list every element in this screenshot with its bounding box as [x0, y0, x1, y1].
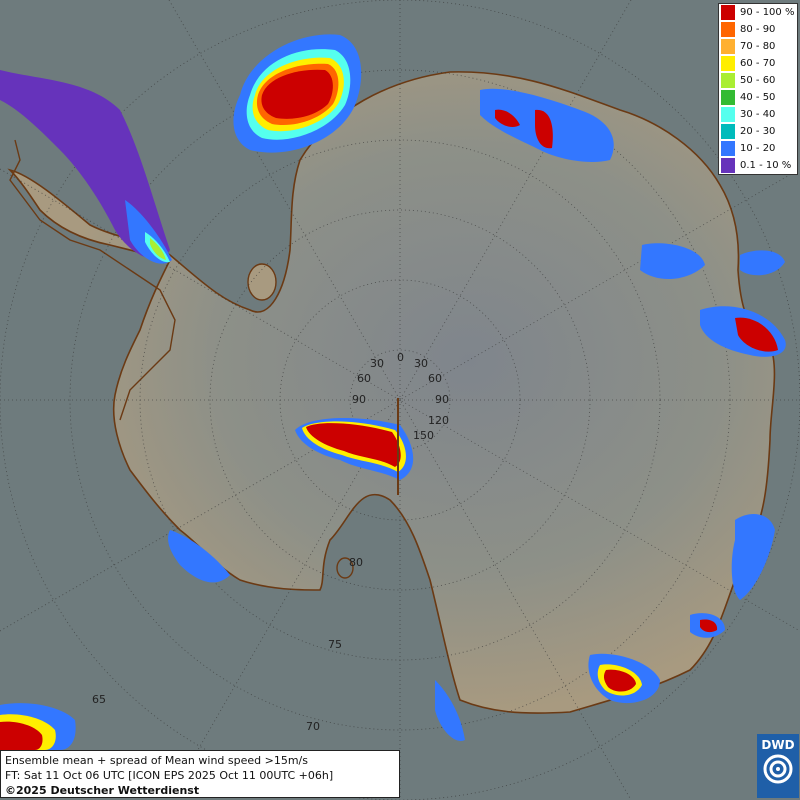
lat-label: 65: [92, 693, 106, 706]
legend-row: 40 - 50: [719, 89, 797, 106]
swirl-icon: [763, 754, 793, 784]
info-box: Ensemble mean + spread of Mean wind spee…: [0, 750, 400, 798]
wind-area: [603, 669, 636, 692]
legend-label: 40 - 50: [740, 92, 776, 103]
legend-label: 60 - 70: [740, 58, 776, 69]
lon-label: 150: [413, 429, 434, 442]
lon-label: 60: [428, 372, 442, 385]
lon-label: 30: [370, 357, 384, 370]
legend-row: 60 - 70: [719, 55, 797, 72]
lon-label: 30: [414, 357, 428, 370]
lat-label: 75: [328, 638, 342, 651]
wind-area: [735, 317, 778, 352]
grid-labels: 0 30 30 60 60 90 90 120 150 80 75 70 65: [92, 351, 449, 733]
legend-label: 20 - 30: [740, 126, 776, 137]
legend-row: 0.1 - 10 %: [719, 157, 797, 174]
wind-area: [740, 250, 785, 276]
legend-label: 10 - 20: [740, 143, 776, 154]
lon-label: 60: [357, 372, 371, 385]
wind-probability-areas: [0, 34, 786, 750]
wind-area: [535, 109, 553, 149]
legend-swatch: [721, 90, 735, 105]
wind-area: [700, 619, 718, 633]
wind-area: [495, 109, 520, 128]
color-legend: 90 - 100 % 80 - 90 70 - 80 60 - 70 50 - 60 40…: [718, 3, 798, 175]
info-title: Ensemble mean + spread of Mean wind spee…: [5, 754, 308, 767]
legend-label: 0.1 - 10 %: [740, 160, 792, 171]
island: [336, 557, 354, 579]
wind-area: [261, 69, 333, 119]
wind-area: [150, 238, 166, 260]
legend-swatch: [721, 124, 735, 139]
legend-row: 20 - 30: [719, 123, 797, 140]
legend-row: 30 - 40: [719, 106, 797, 123]
dwd-logo: DWD: [757, 734, 799, 798]
legend-swatch: [721, 158, 735, 173]
wind-area: [640, 243, 705, 280]
lon-label: 90: [435, 393, 449, 406]
wind-area: [435, 680, 465, 741]
peninsula-coastline: [9, 139, 176, 421]
legend-row: 50 - 60: [719, 72, 797, 89]
legend-label: 80 - 90: [740, 24, 776, 35]
legend-swatch: [721, 39, 735, 54]
legend-label: 90 - 100 %: [740, 7, 795, 18]
lon-label: 120: [428, 414, 449, 427]
lon-label: 0: [397, 351, 404, 364]
lon-label: 90: [352, 393, 366, 406]
legend-swatch: [721, 73, 735, 88]
info-forecast-time: FT: Sat 11 Oct 06 UTC [ICON EPS 2025 Oct…: [5, 769, 334, 782]
legend-swatch: [721, 22, 735, 37]
island: [247, 263, 277, 301]
legend-swatch: [721, 56, 735, 71]
legend-swatch: [721, 107, 735, 122]
wind-area: [306, 423, 401, 467]
legend-label: 50 - 60: [740, 75, 776, 86]
antarctica-landmass: [7, 71, 776, 714]
legend-row: 80 - 90: [719, 21, 797, 38]
wind-area: [168, 530, 230, 583]
legend-label: 30 - 40: [740, 109, 776, 120]
wind-area: [731, 514, 775, 600]
legend-swatch: [721, 5, 735, 20]
dwd-logo-text: DWD: [761, 738, 795, 752]
info-copyright: ©2025 Deutscher Wetterdienst: [5, 784, 200, 797]
wind-area: [0, 721, 43, 750]
legend-swatch: [721, 141, 735, 156]
legend-label: 70 - 80: [740, 41, 776, 52]
legend-row: 70 - 80: [719, 38, 797, 55]
lat-label: 70: [306, 720, 320, 733]
legend-row: 90 - 100 %: [719, 4, 797, 21]
legend-row: 10 - 20: [719, 140, 797, 157]
lat-label: 80: [349, 556, 363, 569]
